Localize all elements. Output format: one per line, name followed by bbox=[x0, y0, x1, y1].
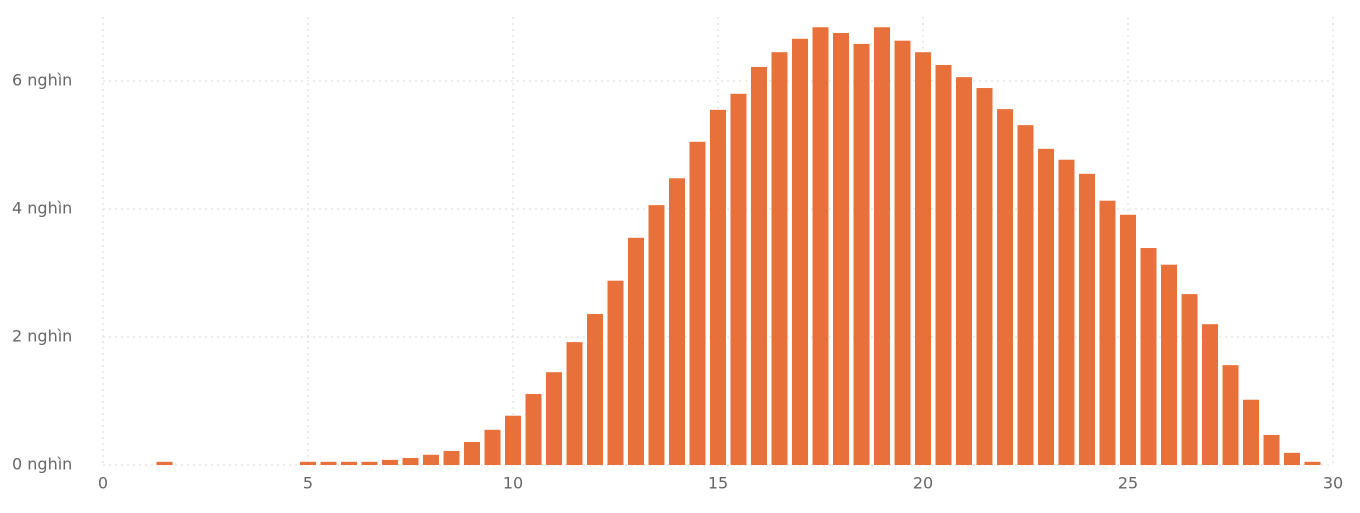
bar bbox=[853, 43, 870, 465]
bar bbox=[997, 109, 1013, 465]
bar bbox=[833, 33, 849, 465]
bar bbox=[751, 66, 767, 466]
bar bbox=[423, 454, 439, 465]
bar bbox=[320, 461, 337, 465]
x-tick-label: 15 bbox=[708, 474, 728, 493]
bar bbox=[1058, 159, 1075, 465]
bar bbox=[730, 93, 747, 466]
bar bbox=[1161, 264, 1177, 465]
bar bbox=[484, 429, 501, 465]
bar bbox=[935, 65, 952, 465]
x-tick-label: 30 bbox=[1323, 474, 1343, 493]
y-tick-label: 6 nghìn bbox=[12, 71, 72, 90]
bar bbox=[505, 415, 521, 465]
x-tick-label: 25 bbox=[1118, 474, 1138, 493]
bar bbox=[1181, 294, 1198, 465]
bar bbox=[1017, 125, 1034, 465]
bar bbox=[1304, 461, 1321, 465]
bar bbox=[1140, 248, 1157, 465]
y-tick-label: 0 nghìn bbox=[12, 455, 72, 474]
bar bbox=[648, 205, 665, 465]
bar bbox=[1284, 452, 1300, 465]
bar bbox=[464, 441, 480, 465]
bar bbox=[156, 461, 173, 465]
y-tick-label: 2 nghìn bbox=[12, 327, 72, 346]
bar bbox=[956, 77, 972, 465]
bar bbox=[874, 27, 890, 466]
bar bbox=[341, 461, 357, 465]
bar bbox=[300, 461, 316, 465]
bar bbox=[443, 450, 460, 465]
bar bbox=[915, 52, 931, 465]
x-tick-label: 20 bbox=[913, 474, 933, 493]
bar bbox=[1222, 365, 1239, 465]
bar bbox=[607, 280, 624, 465]
bar bbox=[771, 52, 788, 465]
bar bbox=[566, 342, 583, 465]
bar bbox=[382, 459, 398, 465]
bar bbox=[1202, 324, 1218, 465]
bar bbox=[628, 237, 644, 465]
bar bbox=[792, 38, 808, 465]
bar bbox=[525, 393, 542, 465]
bar bbox=[1079, 173, 1095, 466]
bar bbox=[1243, 399, 1259, 465]
bar bbox=[710, 109, 726, 466]
bar bbox=[361, 461, 378, 465]
bar bbox=[894, 40, 911, 466]
bar bbox=[587, 313, 603, 465]
x-tick-label: 5 bbox=[303, 474, 313, 493]
x-tick-label: 10 bbox=[503, 474, 523, 493]
bar bbox=[1038, 148, 1054, 465]
y-tick-label: 4 nghìn bbox=[12, 199, 72, 218]
bar bbox=[546, 372, 562, 465]
bar bbox=[812, 27, 829, 466]
bar bbox=[689, 141, 706, 466]
bar bbox=[976, 88, 993, 465]
bar bbox=[1263, 434, 1280, 465]
x-tick-label: 0 bbox=[98, 474, 108, 493]
bar bbox=[1099, 200, 1116, 465]
bar bbox=[669, 178, 685, 465]
bar bbox=[402, 457, 419, 465]
bar bbox=[1120, 214, 1136, 465]
